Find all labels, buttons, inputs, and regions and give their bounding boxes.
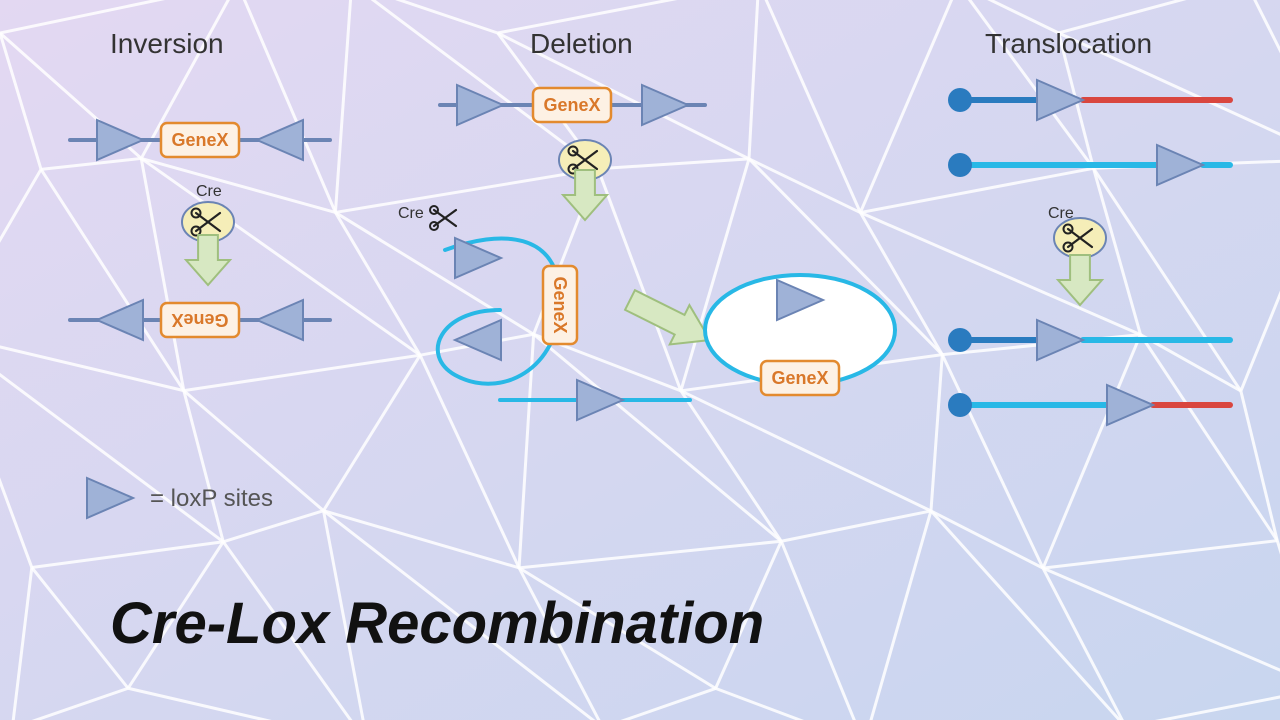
cre-label-inversion: Cre: [196, 183, 222, 201]
svg-text:GeneX: GeneX: [171, 310, 228, 330]
legend-text: = loxP sites: [150, 485, 273, 513]
cre-label-deletion: Cre: [398, 205, 424, 223]
svg-text:GeneX: GeneX: [771, 368, 828, 388]
header-translocation: Translocation: [985, 28, 1152, 60]
main-title: Cre-Lox Recombination: [110, 590, 764, 657]
svg-text:GeneX: GeneX: [550, 276, 570, 333]
svg-text:GeneX: GeneX: [171, 130, 228, 150]
svg-text:GeneX: GeneX: [543, 95, 600, 115]
cre-label-translocation: Cre: [1048, 205, 1074, 223]
header-deletion: Deletion: [530, 28, 633, 60]
header-inversion: Inversion: [110, 28, 224, 60]
